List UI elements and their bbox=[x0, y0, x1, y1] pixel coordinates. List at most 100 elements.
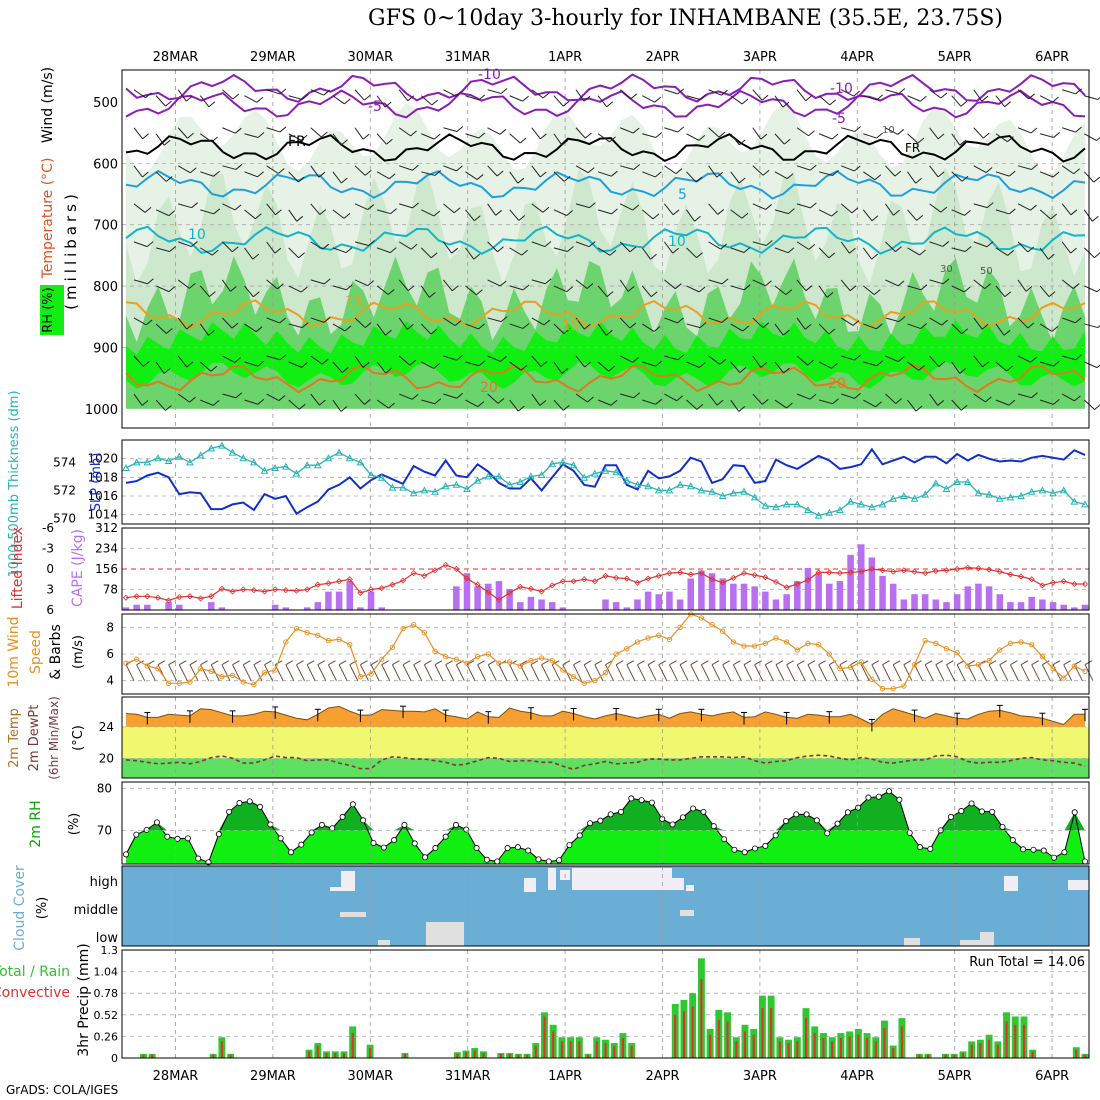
wind10-point bbox=[645, 635, 651, 641]
wind10-barb bbox=[743, 660, 753, 681]
dewpt-label: 2m DewPt bbox=[27, 705, 42, 772]
wind-barb bbox=[376, 171, 396, 180]
wind-barb bbox=[1084, 95, 1100, 100]
date-label-top: 4APR bbox=[840, 50, 874, 65]
wind-barb bbox=[995, 361, 1013, 372]
cape-bar bbox=[1039, 599, 1046, 610]
li-tick-label: -3 bbox=[42, 542, 54, 556]
wind-barb bbox=[376, 133, 393, 145]
thickness-point bbox=[878, 500, 887, 508]
thickness-tick-label: 574 bbox=[53, 455, 76, 469]
cape-bar bbox=[921, 594, 929, 610]
wind-barb bbox=[1061, 279, 1080, 289]
temp-minmax-bar bbox=[485, 711, 492, 724]
precip-convective-bar bbox=[1031, 1051, 1034, 1058]
wind10-barb bbox=[136, 660, 146, 681]
wind-barb bbox=[155, 323, 173, 334]
thickness-point bbox=[910, 494, 919, 502]
wind-barb bbox=[840, 317, 860, 326]
cape-bar bbox=[953, 594, 961, 610]
lifted-index-point bbox=[368, 586, 375, 593]
wind-barb bbox=[840, 203, 859, 214]
wind-barb bbox=[619, 241, 637, 253]
wind-barb bbox=[730, 133, 746, 146]
precip-convective-bar bbox=[953, 1054, 956, 1058]
wind-barb bbox=[929, 127, 945, 140]
contour-label: 15 bbox=[562, 318, 580, 334]
rh2m-point bbox=[679, 814, 686, 821]
lifted-index-point bbox=[570, 578, 577, 585]
wind10-point bbox=[752, 643, 758, 649]
pressure-tick-label: 1000 bbox=[85, 403, 118, 418]
wind-barb bbox=[465, 132, 486, 139]
rh2m-point bbox=[483, 856, 490, 863]
rh2m-point bbox=[886, 788, 893, 795]
wind-barb bbox=[487, 203, 502, 216]
wind10-barb bbox=[1009, 660, 1019, 681]
cape-bar bbox=[687, 578, 695, 610]
thickness-point bbox=[708, 487, 716, 495]
wind10-point bbox=[187, 679, 193, 685]
precip-tick-label: 0.52 bbox=[94, 1009, 119, 1022]
date-label-top: 5APR bbox=[938, 50, 972, 65]
cape-bar bbox=[357, 607, 364, 610]
precip-convective-bar bbox=[988, 1039, 991, 1058]
rh2m-point bbox=[1082, 858, 1089, 865]
lifted-index-point bbox=[698, 570, 705, 577]
slp-line bbox=[125, 447, 1086, 516]
wind-barb bbox=[1084, 323, 1100, 329]
wind-barb bbox=[995, 133, 1014, 143]
thickness-point bbox=[963, 477, 972, 485]
wind-barb bbox=[708, 317, 729, 323]
precip-convective-bar bbox=[308, 1051, 311, 1058]
cloud-block-high bbox=[572, 868, 672, 890]
wind10-barb bbox=[189, 660, 199, 681]
cape-bar bbox=[804, 567, 812, 610]
precip-convective-bar bbox=[735, 1041, 738, 1058]
temperature-contour bbox=[125, 299, 1086, 329]
wind-barb bbox=[818, 209, 838, 217]
wind10-point bbox=[368, 671, 374, 677]
wind-barb bbox=[730, 399, 746, 412]
wind-barb bbox=[863, 94, 884, 101]
thickness-point bbox=[516, 477, 525, 485]
wind-barb bbox=[597, 285, 614, 298]
wind-barb bbox=[420, 323, 438, 335]
temperature-axis-label: Temperature (°C) bbox=[40, 158, 56, 280]
wind-barb bbox=[354, 203, 375, 211]
wind10-barb bbox=[583, 660, 593, 681]
cape-bar bbox=[1060, 604, 1067, 610]
wind10-point bbox=[155, 666, 161, 672]
rh2m-point bbox=[391, 837, 398, 844]
cape-bar bbox=[719, 578, 726, 610]
wind-barb bbox=[664, 354, 685, 361]
contour-label: 5 bbox=[678, 187, 687, 203]
temp-minmax-bar bbox=[911, 709, 918, 723]
wind-barb bbox=[509, 209, 526, 221]
wind10-barb bbox=[445, 660, 455, 681]
lifted-index-point bbox=[1071, 580, 1078, 588]
precip-convective-bar bbox=[996, 1044, 999, 1058]
rh2m-area-high bbox=[126, 791, 1085, 831]
cape-bar bbox=[548, 602, 556, 610]
wind-barb bbox=[642, 95, 662, 103]
precip-convective-bar bbox=[726, 1021, 729, 1058]
wind-barb bbox=[310, 165, 326, 178]
wind10-barb bbox=[477, 660, 487, 681]
wind-barb bbox=[1017, 279, 1033, 292]
lifted-index-point bbox=[463, 575, 471, 582]
wind-barb bbox=[686, 133, 706, 141]
lifted-index-point bbox=[964, 564, 971, 571]
wind-barb bbox=[399, 202, 419, 209]
wind10-point bbox=[165, 680, 172, 686]
slp-tick-label: 1014 bbox=[87, 508, 118, 522]
wind10-barb bbox=[264, 660, 273, 681]
rh2m-label: 2m RH bbox=[28, 800, 44, 847]
cape-bar bbox=[644, 591, 652, 610]
wind-barb bbox=[840, 89, 860, 97]
thickness-point bbox=[473, 476, 482, 484]
wind-barb bbox=[620, 164, 641, 170]
cape-bar bbox=[676, 599, 684, 610]
wind10-point bbox=[464, 660, 470, 666]
wind10-barb bbox=[434, 660, 444, 681]
